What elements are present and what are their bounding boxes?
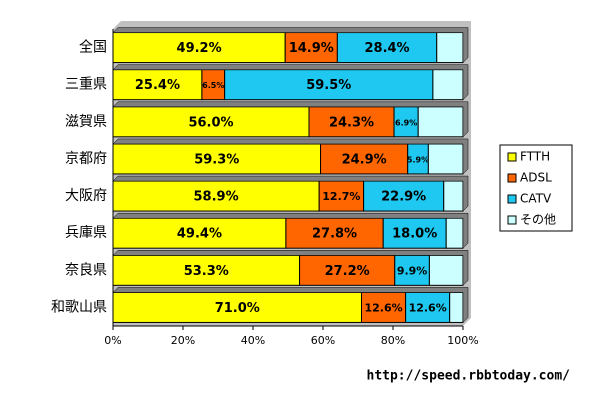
bar-segment [285, 217, 384, 249]
y-tick-label: 大阪府 [65, 188, 107, 204]
data-label: 28.4% [364, 41, 409, 56]
x-tick-label: 100% [447, 334, 478, 347]
data-label: 27.8% [312, 227, 357, 242]
data-label: 53.3% [184, 264, 229, 279]
data-label: 58.9% [194, 190, 239, 205]
bar-segment [299, 254, 396, 286]
bar-segment [336, 32, 438, 64]
data-label: 14.9% [289, 41, 334, 56]
data-label: 12.6% [409, 301, 447, 314]
data-label: 56.0% [188, 115, 233, 130]
bar-segment [112, 69, 203, 101]
bar-depth [112, 175, 469, 212]
bar-segment [363, 180, 445, 212]
bar-segment [417, 106, 464, 138]
bar-depth [112, 101, 469, 138]
bar-segment [112, 291, 362, 323]
bar-segment [428, 254, 464, 286]
data-label: 71.0% [215, 301, 260, 316]
data-label: 49.4% [177, 227, 222, 242]
bar-depth [112, 64, 469, 101]
x-tick-label: 60% [311, 334, 335, 347]
legend-swatch [507, 194, 517, 204]
y-tick-label: 兵庫県 [65, 224, 107, 241]
x-tick-label: 40% [241, 334, 265, 347]
data-label: 27.2% [325, 264, 370, 279]
data-label: 59.5% [306, 78, 351, 93]
data-label: 25.4% [135, 78, 180, 93]
y-tick-label: 全国 [79, 39, 107, 56]
data-label: 49.2% [177, 41, 222, 56]
x-tick-label: 80% [381, 334, 405, 347]
bar-segment [405, 291, 451, 323]
y-tick-label: 三重県 [65, 77, 107, 93]
bar-segment [443, 180, 464, 212]
data-label: 6.9% [395, 118, 417, 127]
legend-label: ADSL [520, 171, 552, 185]
y-tick-label: 和歌山県 [51, 299, 107, 315]
bar-segment [427, 143, 464, 175]
legend-label: FTTH [520, 150, 550, 164]
bar-depth [112, 250, 469, 286]
bar-depth [112, 212, 469, 249]
data-label: 22.9% [381, 190, 426, 205]
bar-segment [361, 291, 407, 323]
bar-depth [112, 138, 469, 175]
y-tick-label: 京都府 [65, 151, 107, 167]
legend-swatch [507, 152, 517, 162]
bar-depth [112, 27, 469, 64]
data-label: 5.9% [407, 155, 429, 164]
data-label: 18.0% [392, 227, 437, 242]
legend-swatch [507, 215, 517, 225]
x-tick-label: 20% [171, 334, 195, 347]
bar-segment [224, 69, 434, 101]
y-tick-label: 滋賀県 [65, 114, 107, 130]
bar-segment [449, 291, 464, 323]
source: http://speed.rbbtoday.com/ [367, 369, 571, 384]
legend-label: その他 [520, 213, 556, 227]
data-label: 6.5% [202, 81, 224, 90]
bar-segment [436, 32, 464, 64]
bar-segment [432, 69, 464, 101]
data-label: 9.9% [397, 264, 428, 277]
data-label: 12.6% [364, 301, 402, 314]
data-label: 59.3% [194, 152, 239, 167]
bar-depth [112, 287, 469, 324]
bar-segment [112, 217, 287, 249]
x-tick-label: 0% [104, 334, 121, 347]
data-label: 24.3% [329, 115, 374, 130]
legend-label: CATV [520, 192, 552, 206]
bar-segment [308, 106, 395, 138]
bar-segment [382, 217, 447, 249]
bar-segment [445, 217, 464, 249]
legend-swatch [507, 173, 517, 183]
bar-segment [393, 106, 419, 138]
data-label: 12.7% [322, 190, 360, 203]
y-tick-label: 奈良県 [65, 262, 107, 278]
bar-segment [112, 180, 320, 212]
data-label: 24.9% [342, 152, 387, 167]
